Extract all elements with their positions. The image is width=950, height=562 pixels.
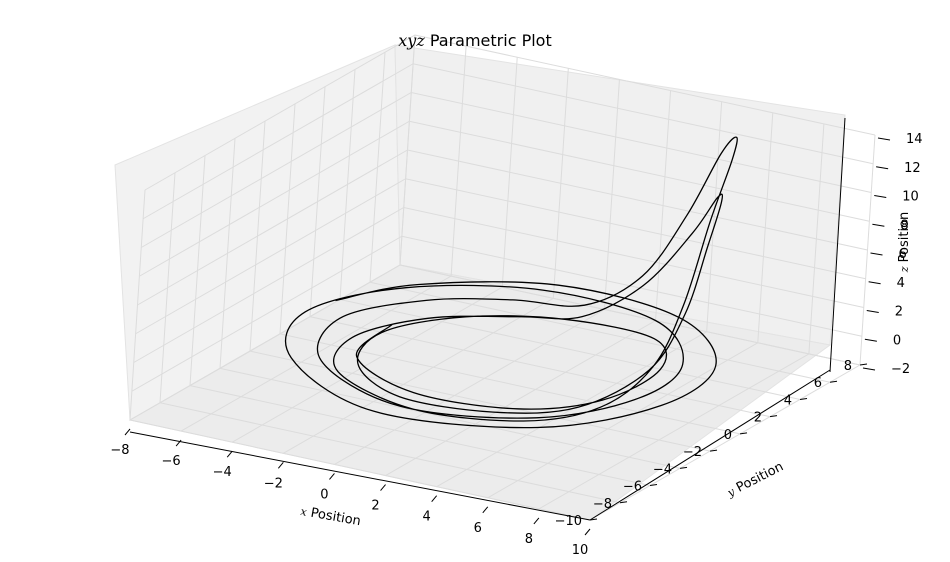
grid-lines — [129, 34, 876, 521]
x-tick-mark — [277, 462, 284, 469]
y-tick-mark — [709, 449, 718, 452]
x-tick-label: 0 — [320, 487, 328, 502]
y-tick-mark — [859, 363, 868, 366]
y-tick-mark — [829, 380, 838, 383]
x-tick-label: −6 — [162, 454, 181, 469]
x-tick-label: −8 — [110, 443, 129, 458]
z-tick-mark — [862, 367, 876, 371]
z-grid-line — [129, 264, 861, 421]
y-tick-mark — [739, 432, 748, 435]
x-tick-mark — [226, 450, 233, 458]
ticks: −8 −6 −4 −2 0 2 4 6 8 10 −10 −8 −6 −4 −2 0 2 4 6 8 −2 0 2 4 6 8 10… — [110, 132, 922, 558]
z-tick-mark — [868, 281, 881, 285]
y-tick-label: 2 — [754, 411, 762, 426]
x-tick-mark — [584, 528, 591, 536]
y-tick-label: −2 — [683, 445, 702, 460]
z-tick-mark — [877, 137, 891, 141]
y-tick-mark — [649, 484, 658, 487]
y-tick-label: −4 — [653, 462, 672, 477]
z-grid-line — [142, 63, 874, 220]
x-tick-mark — [533, 517, 540, 525]
axes — [129, 117, 846, 521]
y-tick-mark — [679, 466, 688, 469]
z-tick-label: 12 — [904, 161, 921, 176]
y-tick-mark — [589, 518, 598, 521]
x-tick-label: 8 — [525, 532, 533, 547]
z-tick-label: −2 — [891, 362, 910, 377]
x-tick-mark — [329, 473, 335, 480]
trajectory-line-0 — [284, 136, 738, 429]
x-tick-mark — [431, 495, 438, 502]
y-tick-mark — [769, 415, 778, 418]
x-tick-mark — [124, 428, 131, 436]
z-axis-label: z Position — [897, 212, 912, 274]
x-tick-mark — [380, 484, 386, 491]
y-tick-mark — [619, 501, 628, 504]
y-tick-mark — [799, 397, 808, 400]
chart-title: xyz Parametric Plot — [398, 31, 551, 50]
z-axis-line — [829, 117, 846, 373]
z-grid-line — [144, 34, 876, 191]
z-tick-label: 4 — [897, 276, 905, 291]
z-grid-line — [139, 120, 870, 277]
z-tick-label: 6 — [899, 247, 907, 262]
z-tick-mark — [866, 310, 879, 313]
z-grid-line — [137, 149, 868, 306]
x-tick-label: 4 — [423, 510, 431, 525]
y-tick-label: 4 — [784, 393, 792, 408]
x-tick-label: −4 — [213, 465, 232, 480]
y-tick-label: −10 — [555, 514, 582, 529]
y-tick-label: 6 — [814, 376, 822, 391]
z-tick-mark — [874, 195, 887, 198]
z-tick-mark — [864, 338, 877, 342]
y-axis-line — [589, 369, 831, 521]
x-tick-label: −2 — [264, 476, 283, 491]
z-tick-label: 8 — [900, 218, 908, 233]
x-tick-mark — [482, 506, 489, 514]
x-tick-mark — [175, 439, 182, 447]
y-tick-label: −8 — [593, 497, 612, 512]
x-tick-label: 6 — [474, 521, 482, 536]
y-tick-label: 8 — [844, 359, 852, 374]
z-tick-label: 10 — [902, 190, 919, 205]
trajectory — [284, 136, 738, 429]
z-tick-mark — [876, 166, 889, 170]
z-grid-line — [135, 178, 866, 335]
x-tick-label: 2 — [371, 499, 379, 514]
z-tick-label: 0 — [893, 333, 901, 348]
z-tick-label: 2 — [895, 305, 903, 320]
x-axis-line — [129, 431, 591, 521]
z-tick-mark — [872, 223, 885, 227]
y-tick-label: −6 — [623, 480, 642, 495]
y-tick-label: 0 — [724, 428, 732, 443]
z-grid-line — [131, 235, 862, 392]
x-axis-label: x Position — [299, 504, 362, 529]
x-tick-label: 10 — [572, 543, 589, 558]
z-grid-line — [133, 206, 864, 363]
z-tick-label: 14 — [906, 132, 923, 147]
z-tick-mark — [870, 252, 883, 256]
y-axis-label: y Position — [724, 459, 786, 500]
